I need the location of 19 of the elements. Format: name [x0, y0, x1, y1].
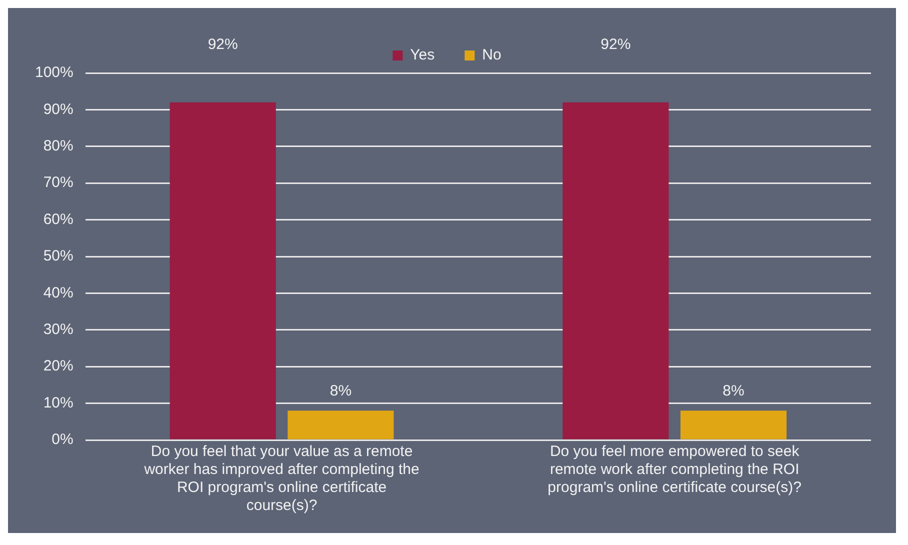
y-tick-label: 0%	[52, 431, 74, 448]
y-tick-label: 10%	[43, 394, 74, 412]
y-tick-label: 20%	[43, 358, 74, 375]
y-tick-label: 70%	[43, 174, 74, 192]
data-label: 8%	[330, 382, 352, 400]
y-tick-label: 50%	[43, 248, 74, 265]
x-tick-label: Do you feel that your value as a remote worker has improved after completing the ROI program's online certificate course(s)?	[143, 443, 420, 514]
y-tick-label: 60%	[43, 210, 74, 228]
legend-label: No	[482, 46, 502, 64]
data-label: 92%	[208, 36, 238, 53]
y-tick-label: 80%	[43, 138, 74, 155]
data-label: 92%	[600, 36, 631, 53]
y-tick-label: 100%	[34, 64, 74, 82]
y-tick-label: 40%	[43, 284, 74, 302]
x-tick-label: Do you feel more empowered to seek remote work after completing the ROI program's online certificate course(s)?	[548, 443, 802, 496]
y-tick-label: 90%	[43, 100, 74, 118]
legend-label: Yes	[410, 46, 435, 64]
y-tick-label: 30%	[43, 321, 74, 338]
data-label: 8%	[722, 382, 744, 400]
